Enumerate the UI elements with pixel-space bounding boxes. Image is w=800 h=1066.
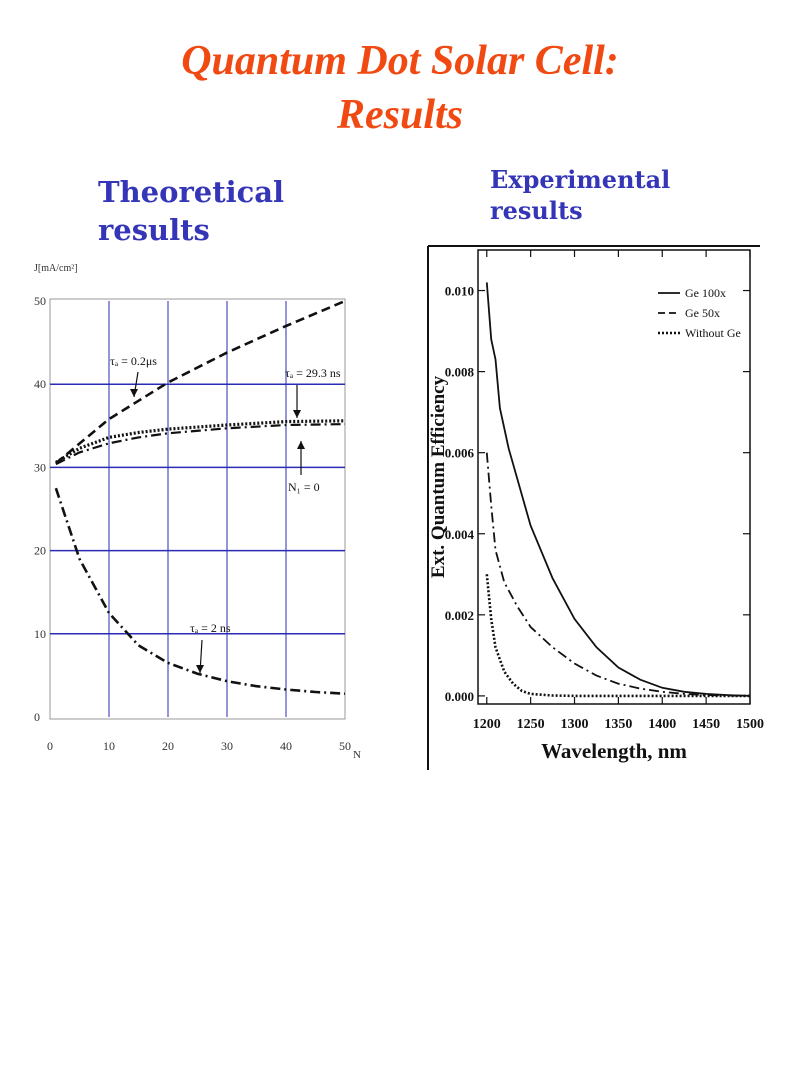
y-tick-label: 0.006 (445, 446, 475, 461)
series-line-0-2-s (55, 299, 346, 465)
y-tick-label: 40 (34, 377, 46, 391)
x-tick-label: 50 (339, 739, 351, 753)
slide-title-line2: Results (336, 92, 464, 138)
y-tick-label: 10 (34, 627, 46, 641)
y-tick-label: 0 (34, 710, 40, 724)
theoretical-heading-line2: results (98, 212, 210, 247)
annotation-2-ns: τₐ = 2 ns (190, 621, 231, 635)
y-tick-label: 0.010 (445, 284, 474, 299)
series-line-ge-50x (485, 452, 751, 697)
y-tick-label: 50 (34, 294, 46, 308)
legend-label: Ge 100x (685, 286, 726, 300)
annotation-arrowhead (130, 389, 138, 397)
series-line-29-3-ns (55, 419, 346, 464)
plot-frame (49, 298, 346, 720)
annotation-n-0: N₁ = 0 (288, 480, 320, 494)
annotation-arrowhead (196, 665, 204, 673)
series-line-2-ns (54, 487, 346, 695)
series-line-ge-100x (485, 282, 751, 697)
theoretical-results-heading: Theoretical results (98, 174, 284, 249)
y-tick-label: 0.004 (445, 527, 475, 542)
plot-frame (477, 249, 751, 705)
experimental-results-heading: Experimental results (490, 164, 670, 226)
x-tick-label: 0 (47, 739, 53, 753)
slide-title-line1: Quantum Dot Solar Cell: (181, 38, 619, 84)
x-tick-label: 1300 (561, 717, 589, 732)
y-tick-label: 0.008 (445, 365, 475, 380)
annotation-arrowhead (297, 441, 305, 449)
annotation-0-2-s: τₐ = 0.2μs (110, 354, 157, 368)
legend-label: Ge 50x (685, 306, 720, 320)
x-tick-label: 1500 (736, 717, 764, 732)
x-tick-label: 1250 (517, 717, 545, 732)
x-tick-label: 30 (221, 739, 233, 753)
theoretical-current-chart: 0 10 20 30 40 50 0 10 20 30 40 50 J[mA/cm²] Nτₐ = 0.2… (34, 263, 361, 761)
y-tick-label: 30 (34, 460, 46, 474)
legend-label: Without Ge (685, 326, 741, 340)
annotation-arrowhead (293, 410, 301, 418)
x-tick-label: 40 (280, 739, 292, 753)
y-axis-label: J[mA/cm²] (34, 263, 78, 274)
y-tick-label: 0.000 (445, 689, 474, 704)
x-tick-label: 1400 (648, 717, 676, 732)
x-tick-label: 1450 (692, 717, 720, 732)
y-axis-label: Ext. Quantum Efficiency (428, 375, 449, 578)
x-tick-label: 1350 (604, 717, 632, 732)
x-tick-label: 1200 (473, 717, 501, 732)
y-tick-label: 0.002 (445, 608, 474, 623)
x-axis-label: Wavelength, nm (541, 739, 687, 763)
y-tick-label: 20 (34, 544, 46, 558)
experimental-heading-line2: results (490, 196, 583, 226)
experimental-eqe-chart: 1200 1250 1300 1350 1400 1450 1500 0.000 0.002 0.… (427, 245, 764, 770)
x-tick-label: 20 (162, 739, 174, 753)
series-line-without-ge (485, 574, 750, 698)
annotation-29-3-ns: τₐ = 29.3 ns (285, 366, 341, 380)
series-line-n-0 (55, 423, 346, 466)
x-axis-label: N (353, 749, 361, 761)
experimental-heading-line1: Experimental (490, 165, 671, 194)
theoretical-heading-line1: Theoretical (98, 175, 285, 209)
x-tick-label: 10 (103, 739, 115, 753)
